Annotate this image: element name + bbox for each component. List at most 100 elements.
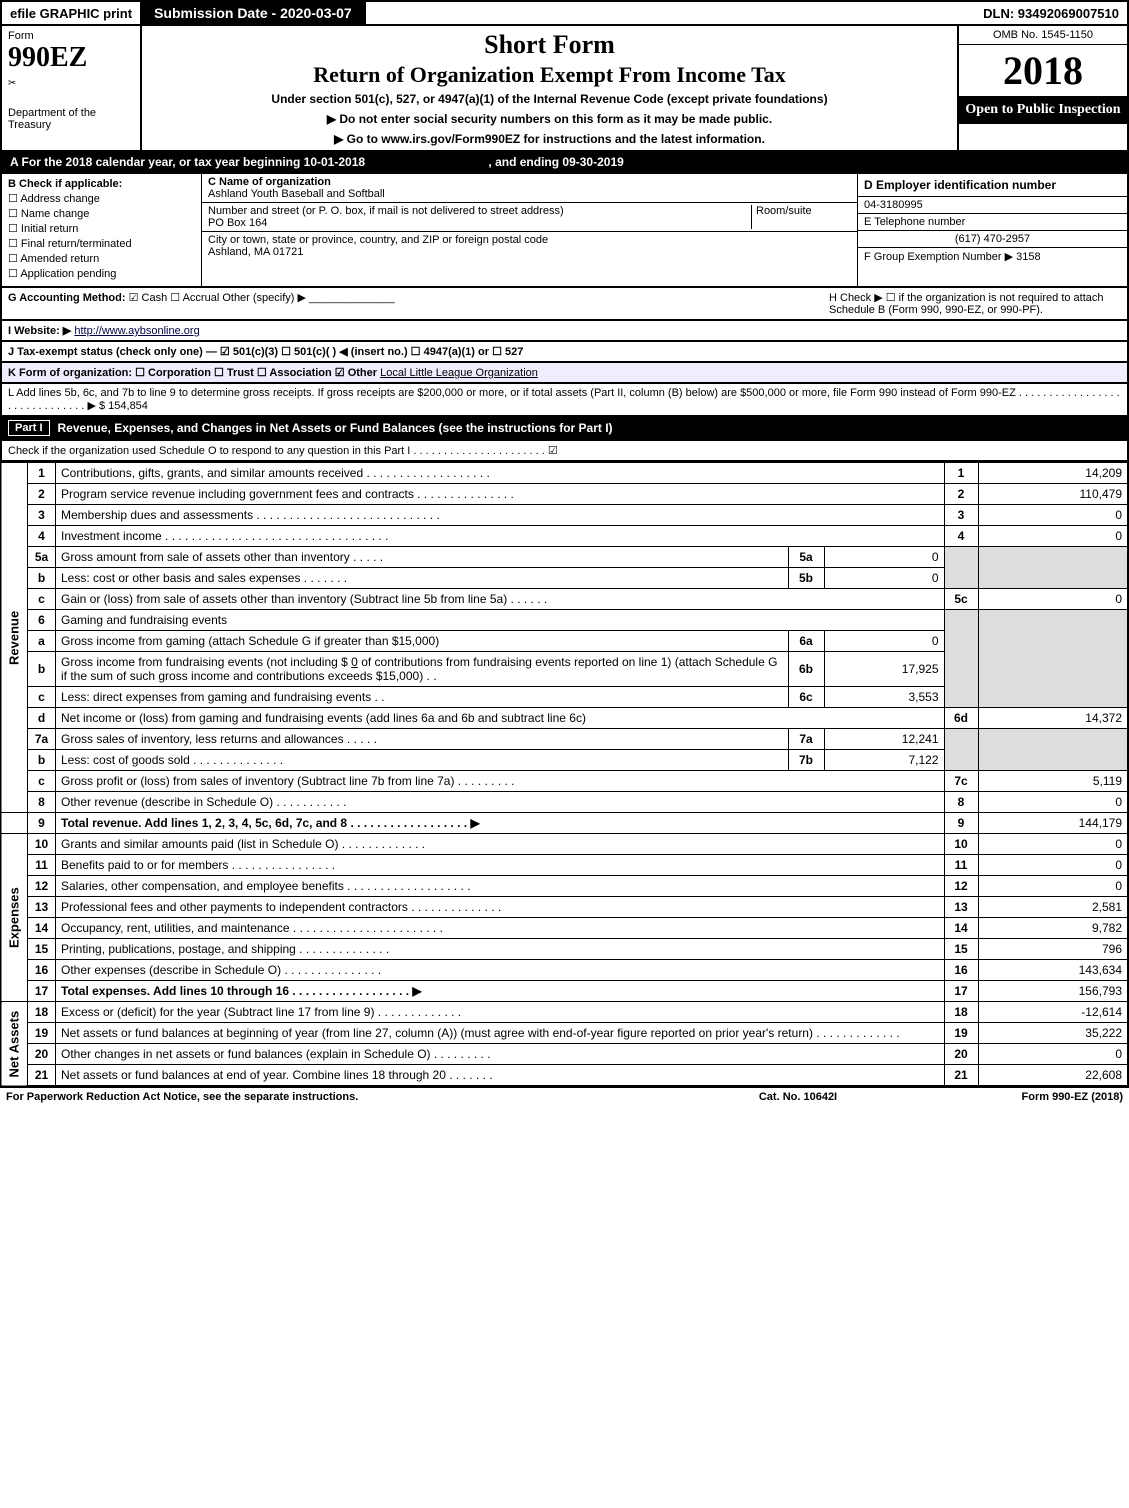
ln11-num: 11: [28, 855, 56, 876]
ln10-desc: Grants and similar amounts paid (list in…: [56, 834, 945, 855]
ln21-col: 21: [944, 1065, 978, 1087]
website-link[interactable]: http://www.aybsonline.org: [74, 325, 199, 337]
ln6a-desc: Gross income from gaming (attach Schedul…: [56, 631, 789, 652]
ln7c-col: 7c: [944, 771, 978, 792]
ln6d-amt: 14,372: [978, 708, 1128, 729]
box-c: C Name of organization Ashland Youth Bas…: [202, 174, 857, 286]
ln1-amt: 14,209: [978, 463, 1128, 484]
ln5-greyamt: [978, 547, 1128, 589]
chk-cash[interactable]: ☑ Cash: [129, 292, 168, 304]
ln7a-sub: 7a: [788, 729, 824, 750]
ln15-col: 15: [944, 939, 978, 960]
ln14-num: 14: [28, 918, 56, 939]
tax-exempt-label: J Tax-exempt status (check only one) — ☑…: [8, 346, 523, 358]
chk-initial-return[interactable]: ☐ Initial return: [8, 222, 195, 235]
ln5a-num: 5a: [28, 547, 56, 568]
ln14-amt: 9,782: [978, 918, 1128, 939]
ln6a-num: a: [28, 631, 56, 652]
street-value: PO Box 164: [208, 217, 267, 229]
part1-title: Revenue, Expenses, and Changes in Net As…: [58, 421, 613, 435]
row-j: J Tax-exempt status (check only one) — ☑…: [0, 342, 1129, 363]
box-b-label: B Check if applicable:: [8, 178, 195, 190]
box-b: B Check if applicable: ☐ Address change …: [2, 174, 202, 286]
ln16-desc: Other expenses (describe in Schedule O) …: [56, 960, 945, 981]
chk-application-pending[interactable]: ☐ Application pending: [8, 267, 195, 280]
chk-application-pending-label: Application pending: [20, 268, 116, 280]
header-center: Short Form Return of Organization Exempt…: [142, 26, 957, 150]
ln8-col: 8: [944, 792, 978, 813]
topbar-spacer: [366, 2, 975, 24]
chk-name-change[interactable]: ☐ Name change: [8, 207, 195, 220]
org-name-label: C Name of organization: [208, 176, 331, 188]
chk-address-change[interactable]: ☐ Address change: [8, 192, 195, 205]
ln7a-desc: Gross sales of inventory, less returns a…: [56, 729, 789, 750]
ln6b-subamt: 17,925: [824, 652, 944, 687]
chk-accrual[interactable]: ☐ Accrual: [170, 292, 219, 304]
part1-table: Revenue 1 Contributions, gifts, grants, …: [0, 462, 1129, 1087]
ln7-greyamt: [978, 729, 1128, 771]
ln7b-desc: Less: cost of goods sold . . . . . . . .…: [56, 750, 789, 771]
row-k: K Form of organization: ☐ Corporation ☐ …: [0, 363, 1129, 384]
ln17-col: 17: [944, 981, 978, 1002]
ln14-col: 14: [944, 918, 978, 939]
form-org-label: K Form of organization: ☐ Corporation ☐ …: [8, 367, 377, 379]
efile-label: efile GRAPHIC print: [2, 2, 142, 24]
ln6-desc: Gaming and fundraising events: [56, 610, 945, 631]
row-i: I Website: ▶ http://www.aybsonline.org: [0, 321, 1129, 342]
ln8-num: 8: [28, 792, 56, 813]
chk-amended-return-label: Amended return: [20, 253, 99, 265]
chk-amended-return[interactable]: ☐ Amended return: [8, 252, 195, 265]
ln7a-num: 7a: [28, 729, 56, 750]
subtitle: Under section 501(c), 527, or 4947(a)(1)…: [148, 92, 951, 106]
netassets-tab: Net Assets: [1, 1002, 28, 1087]
form-header: Form 990EZ ✂ Department of the Treasury …: [0, 26, 1129, 152]
ln17-num: 17: [28, 981, 56, 1002]
footer-right: Form 990-EZ (2018): [923, 1091, 1123, 1103]
row-g-h: G Accounting Method: ☑ Cash ☐ Accrual Ot…: [0, 288, 1129, 321]
ln10-num: 10: [28, 834, 56, 855]
ln2-amt: 110,479: [978, 484, 1128, 505]
revenue-tab: Revenue: [1, 463, 28, 813]
ln13-col: 13: [944, 897, 978, 918]
chk-accrual-label: Accrual: [183, 292, 220, 304]
accounting-other: Other (specify) ▶ ______________: [222, 292, 394, 304]
ln14-desc: Occupancy, rent, utilities, and maintena…: [56, 918, 945, 939]
ln12-desc: Salaries, other compensation, and employ…: [56, 876, 945, 897]
ln19-col: 19: [944, 1023, 978, 1044]
ln11-desc: Benefits paid to or for members . . . . …: [56, 855, 945, 876]
ln17-desc-text: Total expenses. Add lines 10 through 16 …: [61, 984, 422, 998]
part1-header: Part I Revenue, Expenses, and Changes in…: [0, 417, 1129, 441]
expenses-tab: Expenses: [1, 834, 28, 1002]
ein-label: D Employer identification number: [858, 174, 1127, 197]
info-block: B Check if applicable: ☐ Address change …: [0, 174, 1129, 288]
ln10-amt: 0: [978, 834, 1128, 855]
ln9-desc-text: Total revenue. Add lines 1, 2, 3, 4, 5c,…: [61, 816, 480, 830]
group-exemption-label: F Group Exemption Number ▶: [864, 251, 1013, 263]
phone-label: E Telephone number: [864, 216, 965, 228]
ln5c-amt: 0: [978, 589, 1128, 610]
chk-cash-label: Cash: [142, 292, 168, 304]
main-title: Return of Organization Exempt From Incom…: [148, 62, 951, 88]
ln21-num: 21: [28, 1065, 56, 1087]
ln2-num: 2: [28, 484, 56, 505]
ln4-col: 4: [944, 526, 978, 547]
accounting-other-label: Other (specify) ▶: [222, 292, 306, 304]
chk-final-return[interactable]: ☐ Final return/terminated: [8, 237, 195, 250]
ln4-num: 4: [28, 526, 56, 547]
ln10-col: 10: [944, 834, 978, 855]
ln7b-sub: 7b: [788, 750, 824, 771]
open-public: Open to Public Inspection: [959, 96, 1127, 124]
page-footer: For Paperwork Reduction Act Notice, see …: [0, 1087, 1129, 1106]
part1-label: Part I: [8, 420, 50, 436]
website-label: I Website: ▶: [8, 325, 71, 337]
ln20-num: 20: [28, 1044, 56, 1065]
ln12-col: 12: [944, 876, 978, 897]
ln6b-num: b: [28, 652, 56, 687]
form-org-other: Local Little League Organization: [380, 367, 538, 379]
ln20-col: 20: [944, 1044, 978, 1065]
ln13-num: 13: [28, 897, 56, 918]
ln5b-subamt: 0: [824, 568, 944, 589]
ln5a-desc: Gross amount from sale of assets other t…: [56, 547, 789, 568]
part1-note: Check if the organization used Schedule …: [0, 441, 1129, 462]
tax-year: 2018: [959, 45, 1127, 96]
